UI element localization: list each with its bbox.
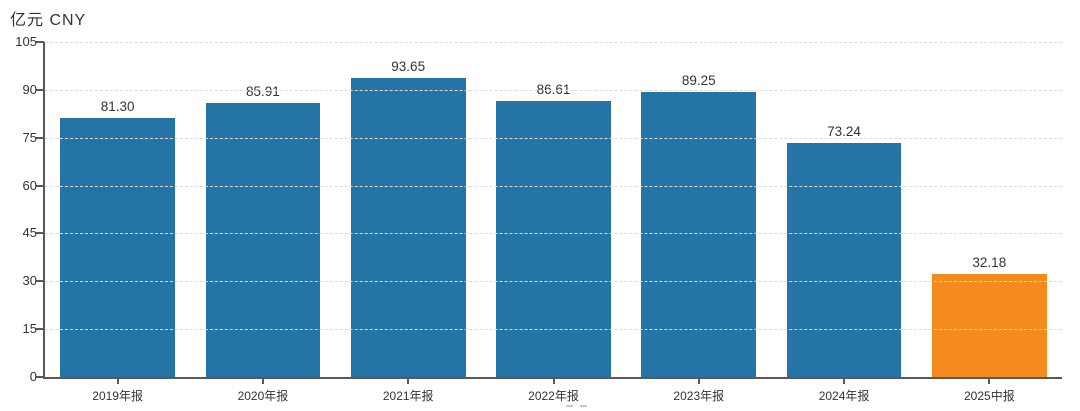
bar-2023年报[interactable]: 89.25: [641, 73, 757, 377]
bar-column: 85.91: [190, 42, 335, 377]
clipped-text-artifact: [566, 405, 592, 407]
y-tick: [36, 328, 44, 331]
bar-column: 32.18: [917, 42, 1062, 377]
y-tick: [36, 376, 44, 378]
x-tick: [697, 379, 700, 384]
x-tick: [407, 379, 410, 384]
x-axis-label: 2019年报: [92, 389, 143, 403]
bar-value-label: 73.24: [827, 124, 861, 140]
bar-columns: 81.30 85.91 93.65 86.61 89.25 73.24 32.18: [45, 42, 1062, 377]
y-axis-line: [43, 42, 45, 379]
gridline: [45, 281, 1062, 283]
y-tick-label: 45: [22, 225, 37, 241]
bar-value-label: 85.91: [246, 83, 280, 99]
gridline: [45, 185, 1062, 187]
y-tick: [36, 41, 44, 43]
x-tick: [116, 379, 119, 384]
y-tick: [36, 232, 44, 235]
y-tick-label: 90: [22, 81, 37, 97]
bar-2025中报[interactable]: 32.18: [931, 255, 1047, 377]
y-tick: [36, 136, 44, 139]
bar-column: 81.30: [45, 42, 190, 377]
bar-2022年报[interactable]: 86.61: [496, 82, 611, 377]
bar-value-label: 89.25: [681, 73, 716, 89]
gridline: [45, 89, 1062, 91]
bar-2021年报[interactable]: 93.65: [350, 59, 466, 377]
x-axis-label: 2025中报: [963, 389, 1015, 403]
bar-2019年报[interactable]: 81.30: [60, 99, 176, 377]
gridline: [45, 42, 1062, 43]
bar-value-label: 32.18: [972, 255, 1007, 271]
y-tick-label: 60: [22, 177, 37, 193]
gridline: [45, 329, 1062, 331]
plot-area: 81.30 85.91 93.65 86.61 89.25 73.24 32.18: [45, 42, 1062, 377]
x-tick: [843, 379, 846, 384]
bar-column: 89.25: [626, 42, 771, 377]
y-tick-label: 30: [22, 273, 37, 289]
x-axis-label: 2024年报: [818, 389, 870, 403]
bar-2020年报[interactable]: 85.91: [205, 84, 321, 377]
y-tick-label: 75: [22, 129, 37, 145]
x-tick: [552, 379, 555, 384]
bar-column: 86.61: [481, 42, 626, 377]
y-tick-label: 105: [15, 34, 37, 49]
y-tick-label: 15: [22, 321, 37, 337]
x-axis-label: 2020年报: [237, 389, 289, 403]
y-tick-label: 0: [29, 369, 37, 384]
x-tick: [261, 379, 264, 384]
x-axis-label: 2022年报: [528, 389, 579, 403]
y-tick: [36, 88, 44, 91]
bar-value-label: 93.65: [391, 59, 426, 75]
bar-column: 93.65: [336, 42, 481, 377]
x-axis-label: 2021年报: [382, 389, 434, 403]
y-axis-title: 亿元 CNY: [10, 12, 87, 29]
gridline: [45, 137, 1062, 139]
bar-2024年报[interactable]: 73.24: [786, 124, 902, 377]
x-tick: [988, 379, 991, 384]
bar-column: 73.24: [771, 42, 916, 377]
y-tick: [36, 280, 44, 283]
gridline: [45, 233, 1062, 235]
x-axis-label: 2023年报: [673, 389, 725, 403]
bar-value-label: 86.61: [536, 81, 571, 97]
bar-value-label: 81.30: [100, 98, 135, 114]
x-axis-line: [43, 377, 1062, 379]
y-tick: [36, 184, 44, 187]
